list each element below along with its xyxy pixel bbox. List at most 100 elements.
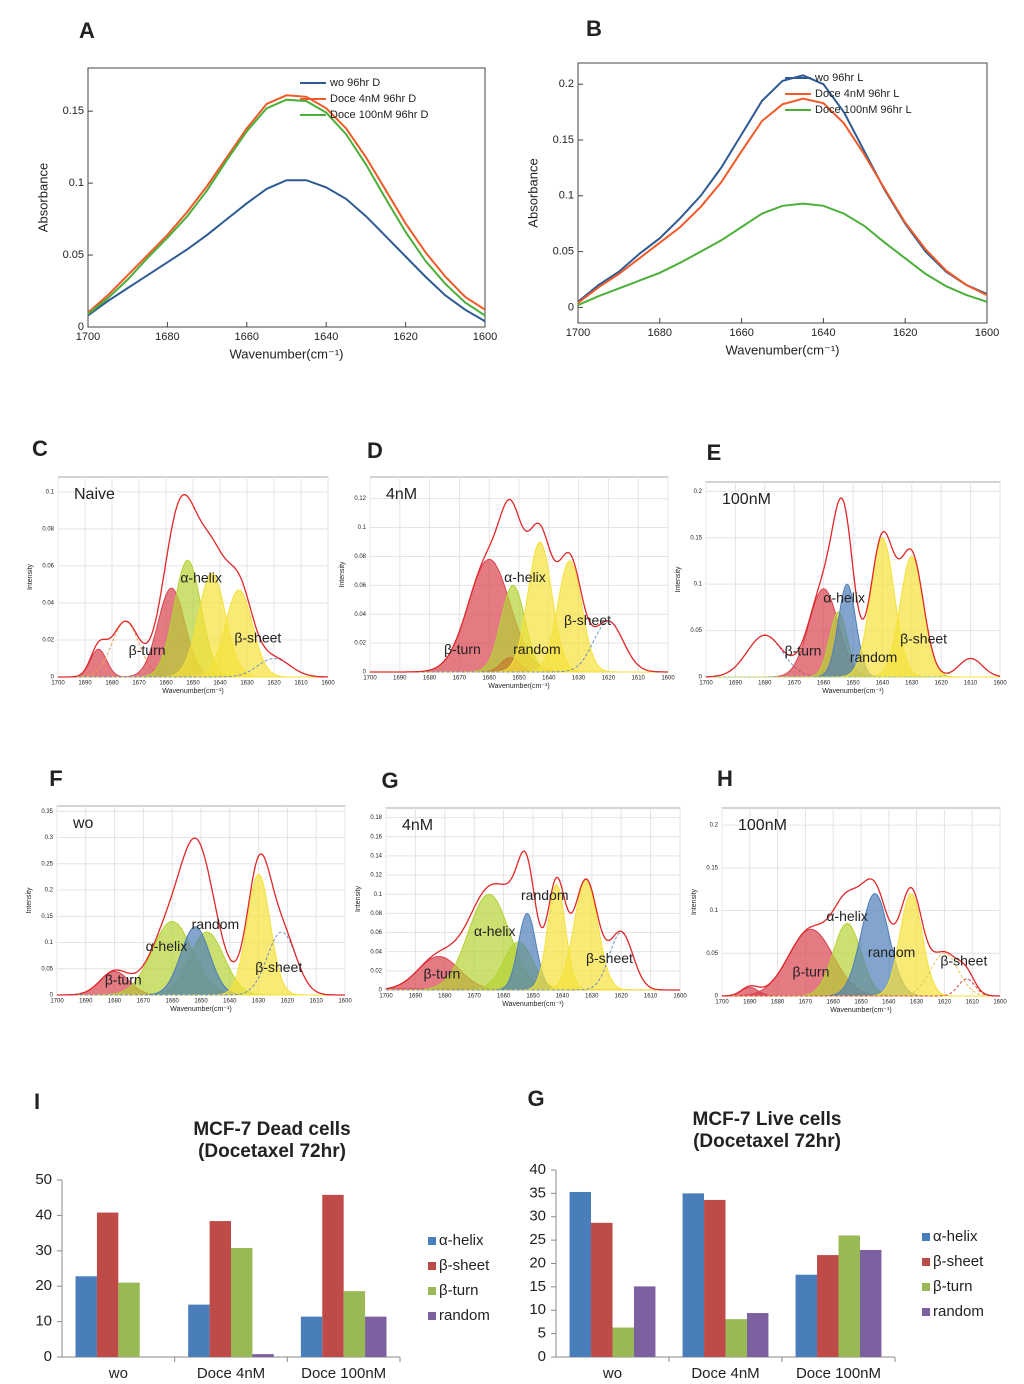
panel-letter: C [32, 436, 48, 461]
annotation: random [868, 944, 915, 960]
y-tick-label: 5 [538, 1325, 546, 1342]
x-tick-label: 1600 [321, 681, 335, 687]
x-tick-label: 1630 [240, 681, 254, 687]
bar [795, 1274, 818, 1357]
x-tick-label: 1610 [964, 681, 978, 687]
y-tick-label: 0.06 [370, 930, 382, 936]
annotation: α-helix [474, 923, 516, 939]
y-tick-label: 0.15 [63, 105, 84, 117]
annotation: α-helix [180, 570, 222, 586]
legend-swatch [922, 1283, 930, 1291]
x-tick-label: 1700 [699, 681, 713, 687]
legend-swatch [922, 1233, 930, 1241]
x-tick-label: 1670 [137, 999, 151, 1005]
x-axis-label: Wavenumber(cm⁻¹) [502, 1001, 563, 1008]
x-tick-label: 1610 [644, 994, 658, 1000]
chart-subtitle: (Docetaxel 72hr) [693, 1131, 841, 1152]
x-tick-label: 1620 [602, 676, 616, 682]
x-tick-label: 1640 [876, 681, 890, 687]
x-tick-label: 1700 [50, 999, 64, 1005]
x-tick-label: 1700 [363, 676, 377, 682]
bar [96, 1212, 119, 1357]
bar [746, 1313, 769, 1357]
x-tick-label: 1610 [310, 999, 324, 1005]
x-tick-label: 1680 [155, 331, 179, 343]
x-tick-label: 1640 [556, 994, 570, 1000]
legend-label: β-sheet [439, 1257, 490, 1274]
x-tick-label: 1620 [267, 681, 281, 687]
legend-swatch [428, 1237, 436, 1245]
bar [817, 1255, 839, 1357]
x-tick-label: 1610 [294, 681, 308, 687]
x-tick-label: 1660 [827, 1000, 841, 1006]
x-tick-label: 1680 [758, 681, 772, 687]
series-line [577, 202, 988, 307]
bar [633, 1286, 656, 1357]
y-axis-label: Intensity [27, 563, 34, 590]
y-axis-label: Intensity [355, 885, 362, 912]
x-tick-label: 1680 [771, 1000, 785, 1006]
x-tick-label: 1640 [314, 331, 338, 343]
legend-label: Doce 4nM 96hr L [815, 88, 899, 100]
fitted-peak [722, 978, 1000, 997]
y-tick-label: 0.14 [370, 853, 382, 859]
x-tick-label: 1680 [648, 327, 672, 339]
x-axis-label: Wavenumber(cm⁻¹) [488, 683, 549, 690]
y-tick-label: 0.3 [45, 835, 54, 841]
x-tick-label: 1680 [108, 999, 122, 1005]
y-tick-label: 0.02 [370, 968, 382, 974]
y-tick-label: 0 [538, 1348, 546, 1365]
annotation: α-helix [504, 569, 546, 585]
legend-label: wo 96hr D [329, 77, 380, 89]
annotation: β-turn [793, 964, 830, 980]
y-tick-label: 0 [78, 321, 84, 333]
y-tick-label: 50 [35, 1171, 52, 1188]
envelope [57, 837, 345, 996]
x-tick-label: 1700 [379, 994, 393, 1000]
y-tick-label: 0.1 [710, 908, 719, 914]
y-tick-label: 0.15 [41, 914, 53, 920]
y-tick-label: 0.04 [354, 612, 366, 618]
x-tick-label: 1600 [993, 1000, 1007, 1006]
y-tick-label: 0.12 [354, 496, 366, 502]
y-tick-label: 20 [35, 1277, 52, 1294]
x-tick-label: 1600 [993, 681, 1007, 687]
bar [343, 1291, 366, 1357]
y-tick-label: 0.2 [45, 888, 54, 894]
y-tick-label: 0.1 [358, 525, 367, 531]
y-tick-label: 30 [35, 1242, 52, 1259]
annotation: random [850, 649, 897, 665]
bar [209, 1221, 231, 1357]
y-tick-label: 30 [529, 1208, 546, 1225]
x-tick-label: 1650 [526, 994, 540, 1000]
legend-label: Doce 100nM 96hr D [330, 109, 428, 121]
plot-frame [87, 67, 486, 328]
y-tick-label: 0 [44, 1348, 52, 1365]
series-line [87, 179, 486, 323]
panel-label: 4nM [402, 817, 433, 834]
panel-label: wo [72, 815, 94, 832]
x-tick-label: 1690 [409, 994, 423, 1000]
x-tick-label: Doce 4nM [197, 1365, 265, 1382]
panel-letter: A [79, 18, 95, 43]
annotation: α-helix [826, 908, 868, 924]
annotation: β-sheet [255, 959, 302, 975]
y-tick-label: 0.15 [690, 535, 702, 541]
y-tick-label: 0.2 [694, 489, 703, 495]
annotation: α-helix [146, 938, 188, 954]
envelope [385, 850, 680, 991]
panel-letter: I [34, 1089, 40, 1114]
y-tick-label: 0.1 [45, 940, 54, 946]
x-tick-label: 1660 [159, 681, 173, 687]
x-tick-label: 1620 [281, 999, 295, 1005]
y-tick-label: 0.08 [42, 526, 54, 532]
legend-label: α-helix [933, 1228, 978, 1245]
x-tick-label: Doce 100nM [301, 1365, 386, 1382]
y-axis-label: Intensity [691, 888, 698, 915]
y-tick-label: 0 [51, 675, 55, 681]
y-tick-label: 0.1 [374, 892, 383, 898]
annotation: β-turn [129, 642, 166, 658]
annotation: random [513, 641, 560, 657]
chart-title: MCF-7 Dead cells [193, 1119, 350, 1140]
